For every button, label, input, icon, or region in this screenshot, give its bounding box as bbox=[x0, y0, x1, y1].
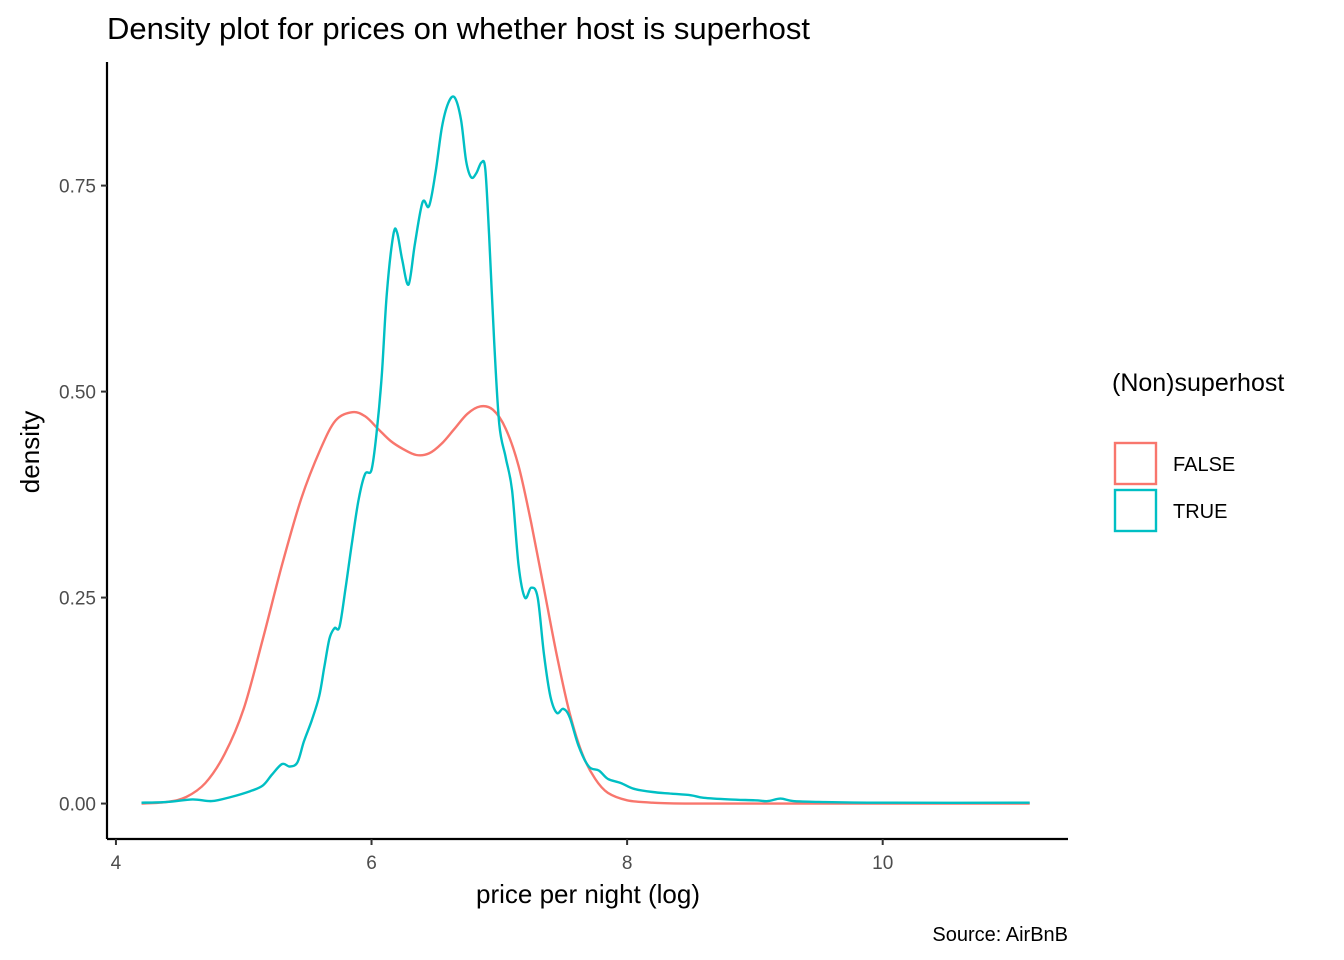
x-tick-label: 10 bbox=[872, 853, 893, 874]
series-line-false bbox=[141, 404, 1030, 805]
axes: 0.00 0.25 0.50 0.75 4 6 8 10 bbox=[59, 62, 1068, 874]
x-axis-title: price per night (log) bbox=[476, 879, 700, 909]
y-tick-label: 0.75 bbox=[59, 177, 96, 198]
y-tick-label: 0.25 bbox=[59, 589, 96, 610]
x-tick-label: 6 bbox=[366, 853, 377, 874]
caption: Source: AirBnB bbox=[932, 924, 1068, 946]
x-tick-label: 4 bbox=[111, 853, 122, 874]
legend-key-true bbox=[1113, 488, 1158, 533]
plot-area bbox=[141, 95, 1030, 805]
legend: FALSE TRUE bbox=[1113, 441, 1235, 533]
legend-label-false: FALSE bbox=[1173, 454, 1235, 476]
series-line-true bbox=[141, 95, 1030, 804]
legend-label-true: TRUE bbox=[1173, 501, 1227, 523]
chart-title: Density plot for prices on whether host … bbox=[107, 11, 810, 46]
legend-title: (Non)superhost bbox=[1112, 369, 1284, 397]
y-tick-label: 0.50 bbox=[59, 383, 96, 404]
y-tick-label: 0.00 bbox=[59, 795, 96, 816]
x-tick-label: 8 bbox=[622, 853, 633, 874]
legend-key-false bbox=[1113, 441, 1158, 486]
y-axis-title: density bbox=[15, 411, 45, 493]
